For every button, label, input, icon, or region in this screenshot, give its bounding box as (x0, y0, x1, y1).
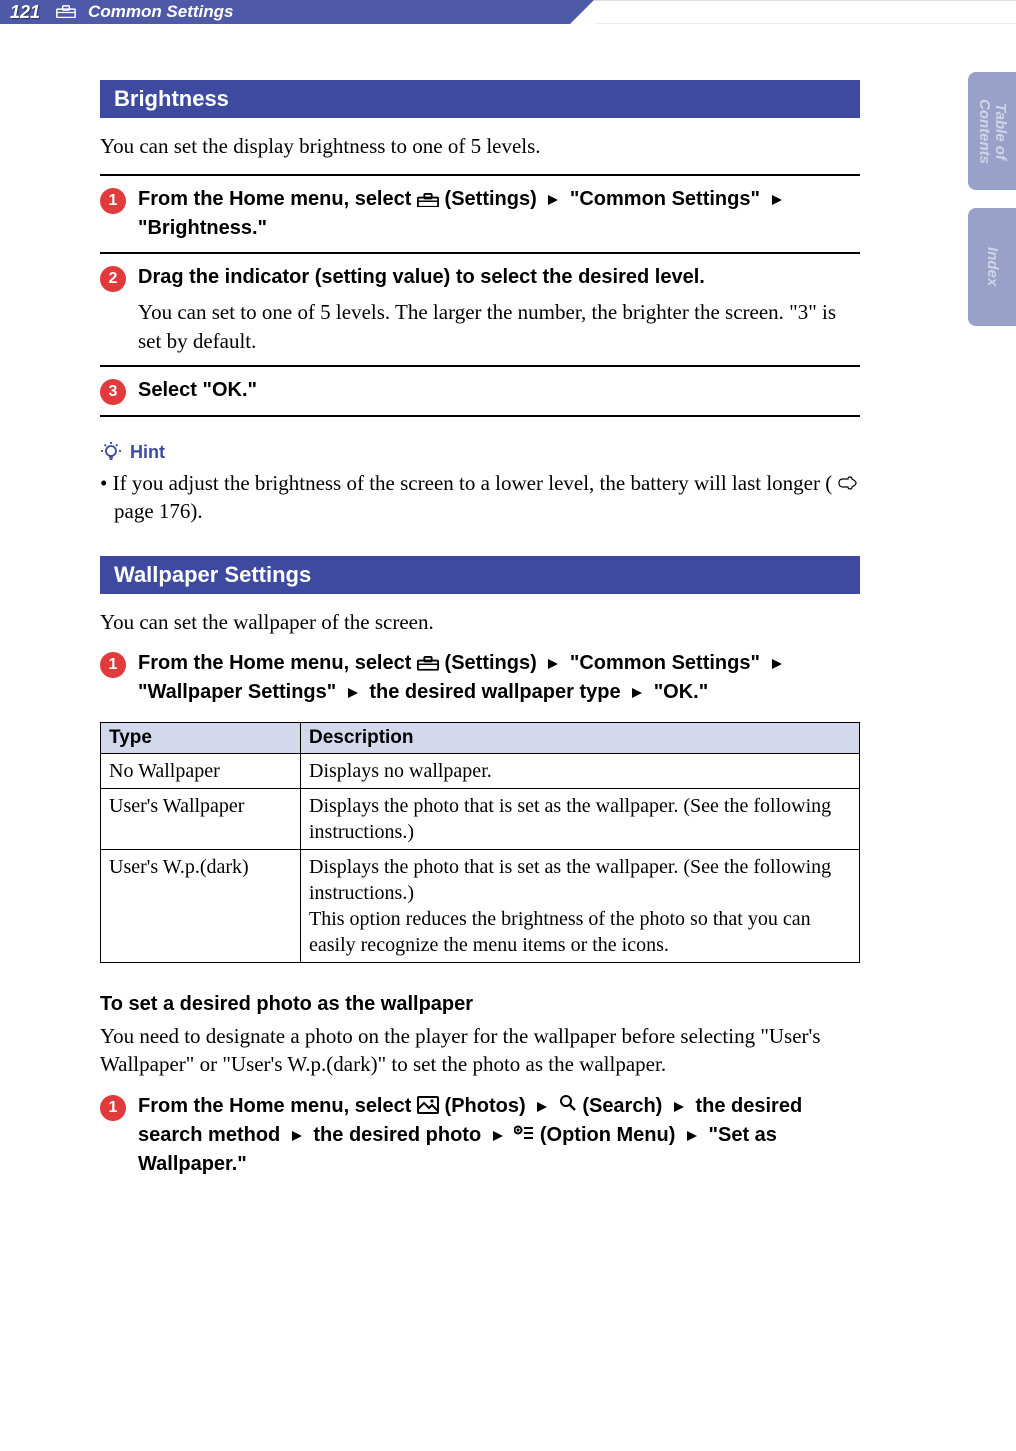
lightbulb-icon (100, 441, 122, 463)
step-badge-3: 3 (100, 379, 126, 405)
brightness-step-1: 1 From the Home menu, select (Settings) … (100, 186, 860, 242)
brightness-intro: You can set the display brightness to on… (100, 132, 860, 160)
arrow-icon (546, 188, 560, 215)
table-row: User's W.p.(dark) Displays the photo tha… (101, 850, 860, 963)
wallpaper-intro: You can set the wallpaper of the screen. (100, 608, 860, 636)
step1-text-d: "Brightness." (138, 217, 267, 239)
wallpaper-types-table: Type Description No Wallpaper Displays n… (100, 722, 860, 963)
section-header-wallpaper: Wallpaper Settings (100, 556, 860, 594)
step2-text: Drag the indicator (setting value) to se… (138, 264, 860, 291)
cell-type: User's Wallpaper (101, 789, 301, 850)
hint-label: Hint (130, 442, 165, 463)
divider (100, 415, 860, 417)
toolbox-icon (56, 5, 76, 19)
brightness-step-2: 2 Drag the indicator (setting value) to … (100, 264, 860, 355)
arrow-icon (546, 652, 560, 679)
step1-text-a: From the Home menu, select (138, 188, 417, 210)
section-header-brightness: Brightness (100, 80, 860, 118)
arrow-icon (630, 681, 644, 708)
step1-text-c: "Common Settings" (570, 188, 766, 210)
table-header-row: Type Description (101, 723, 860, 754)
arrow-icon (290, 1124, 304, 1151)
arrow-icon (672, 1095, 686, 1122)
sub-heading-set-photo: To set a desired photo as the wallpaper (100, 993, 896, 1016)
tab-table-of-contents[interactable]: Table of Contents (968, 72, 1016, 190)
toolbox-icon (417, 652, 439, 668)
step-badge-1: 1 (100, 1095, 126, 1121)
step3-text: Select "OK." (138, 377, 860, 404)
step-badge-1: 1 (100, 652, 126, 678)
hint-heading: Hint (100, 441, 896, 463)
option-menu-icon (514, 1124, 540, 1146)
step1-text-b: (Settings) (445, 188, 543, 210)
arrow-icon (346, 681, 360, 708)
divider (100, 252, 860, 254)
cell-type: No Wallpaper (101, 754, 301, 789)
wallpaper-step-1: 1 From the Home menu, select (Settings) … (100, 650, 860, 708)
table-row: User's Wallpaper Displays the photo that… (101, 789, 860, 850)
divider (100, 174, 860, 176)
brightness-step-3: 3 Select "OK." (100, 377, 860, 405)
cell-type: User's W.p.(dark) (101, 850, 301, 963)
hint-text: • If you adjust the brightness of the sc… (100, 469, 860, 526)
search-icon (559, 1095, 583, 1117)
arrow-icon (491, 1124, 505, 1151)
cell-desc: Displays no wallpaper. (301, 754, 860, 789)
col-header-description: Description (301, 723, 860, 754)
col-header-type: Type (101, 723, 301, 754)
page-header-bar: 121 Common Settings (0, 0, 570, 24)
step-badge-2: 2 (100, 266, 126, 292)
arrow-icon (770, 652, 784, 679)
page-number: 121 (10, 2, 40, 23)
breadcrumb: Common Settings (88, 2, 233, 22)
tab-index[interactable]: Index (968, 208, 1016, 326)
toolbox-icon (417, 188, 439, 204)
cell-desc: Displays the photo that is set as the wa… (301, 789, 860, 850)
arrow-icon (685, 1124, 699, 1151)
cell-desc: Displays the photo that is set as the wa… (301, 850, 860, 963)
set-photo-step-1: 1 From the Home menu, select (Photos) (S… (100, 1093, 860, 1178)
header-shade (594, 0, 1016, 24)
divider (100, 365, 860, 367)
sub-intro: You need to designate a photo on the pla… (100, 1022, 860, 1079)
arrow-icon (770, 188, 784, 215)
step2-subtext: You can set to one of 5 levels. The larg… (138, 298, 860, 355)
step-badge-1: 1 (100, 188, 126, 214)
arrow-icon (535, 1095, 549, 1122)
pointer-icon (837, 471, 857, 495)
header-slant (570, 0, 594, 24)
photos-icon (417, 1095, 439, 1111)
table-row: No Wallpaper Displays no wallpaper. (101, 754, 860, 789)
